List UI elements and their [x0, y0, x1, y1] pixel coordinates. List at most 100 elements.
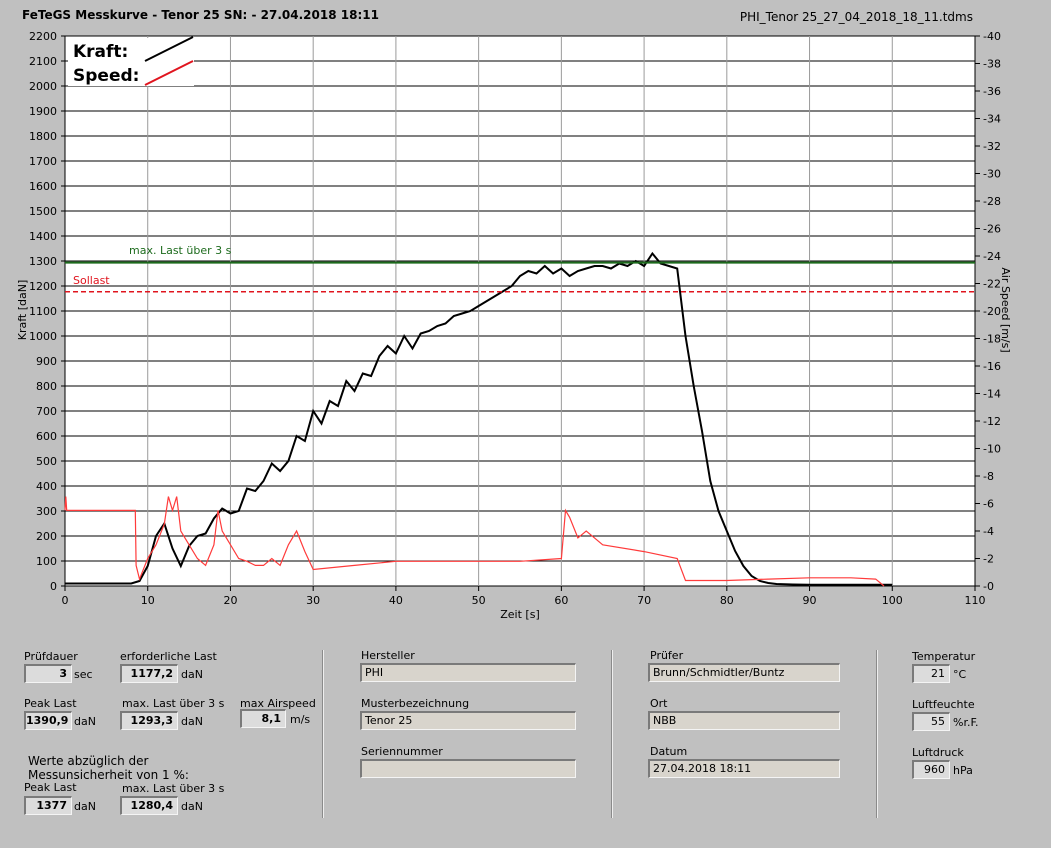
temperatur-label: Temperatur — [912, 650, 976, 663]
series-lines — [64, 251, 893, 587]
hersteller-field: PHI — [360, 663, 576, 682]
y2-tick-label: -16 — [983, 360, 1001, 373]
panel-divider-1 — [322, 650, 324, 818]
y-tick-label: 400 — [36, 480, 57, 493]
y-tick-label: 900 — [36, 355, 57, 368]
y-tick-label: 800 — [36, 380, 57, 393]
y2-tick-label: -36 — [983, 85, 1001, 98]
legend-speed-line — [144, 60, 194, 86]
force-speed-chart: 0100200300400500600700800900100011001200… — [16, 30, 1012, 621]
max-last-label: max. Last über 3 s — [129, 244, 232, 257]
max-airspeed-field: 8,1 — [240, 709, 286, 728]
peak-last-unit: daN — [74, 715, 96, 728]
y2-tick-label: -6 — [983, 498, 994, 511]
ort-field: NBB — [648, 711, 840, 730]
max-last-unit: daN — [181, 715, 203, 728]
y2-tick-label: -10 — [983, 443, 1001, 456]
y2-tick-label: -8 — [983, 470, 994, 483]
x-tick-label: 60 — [554, 594, 568, 607]
grid-lines — [65, 36, 975, 586]
y-tick-label: 0 — [50, 580, 57, 593]
y2-tick-label: -24 — [983, 250, 1001, 263]
y-tick-label: 1100 — [29, 305, 57, 318]
max-last-field: 1293,3 — [120, 711, 178, 730]
erforderliche-last-label: erforderliche Last — [120, 650, 217, 663]
ort-label: Ort — [650, 697, 668, 710]
y2-tick-label: -0 — [983, 580, 994, 593]
pruefdauer-unit: sec — [74, 668, 93, 681]
datum-field: 27.04.2018 18:11 — [648, 759, 840, 778]
series-speed-line — [64, 496, 885, 587]
luftdruck-field: 960 — [912, 760, 950, 779]
y-tick-label: 2100 — [29, 55, 57, 68]
y-tick-label: 1300 — [29, 255, 57, 268]
erforderliche-last-unit: daN — [181, 668, 203, 681]
x-tick-label: 20 — [223, 594, 237, 607]
erforderliche-last-field: 1177,2 — [120, 664, 178, 683]
peak-last-corr-label: Peak Last — [24, 781, 77, 794]
y-tick-label: 1900 — [29, 105, 57, 118]
x-tick-label: 0 — [62, 594, 69, 607]
y2-tick-label: -12 — [983, 415, 1001, 428]
legend-speed-label: Speed: — [73, 66, 139, 86]
max-airspeed-label: max Airspeed — [240, 697, 316, 710]
pruefer-label: Prüfer — [650, 649, 684, 662]
x-tick-label: 80 — [720, 594, 734, 607]
y2-tick-label: -18 — [983, 333, 1001, 346]
y2-tick-label: -32 — [983, 140, 1001, 153]
max-airspeed-unit: m/s — [290, 713, 311, 726]
sollast-label: Sollast — [73, 274, 110, 287]
max-last-label: max. Last über 3 s — [122, 697, 225, 710]
peak-last-field: 1390,9 — [24, 711, 72, 730]
y-tick-label: 1700 — [29, 155, 57, 168]
y2-tick-label: -38 — [983, 58, 1001, 71]
luftfeuchte-unit: %r.F. — [953, 716, 979, 729]
luftdruck-label: Luftdruck — [912, 746, 964, 759]
y2-tick-label: -28 — [983, 195, 1001, 208]
pruefdauer-label: Prüfdauer — [24, 650, 78, 663]
legend-kraft-line — [144, 36, 194, 62]
marker-lines — [65, 261, 975, 293]
legend-kraft-label: Kraft: — [73, 42, 128, 62]
y-tick-label: 700 — [36, 405, 57, 418]
musterbezeichnung-field: Tenor 25 — [360, 711, 576, 730]
y-tick-label: 500 — [36, 455, 57, 468]
pruefer-field: Brunn/Schmidtler/Buntz — [648, 663, 840, 682]
x-axis-label: Zeit [s] — [500, 608, 539, 621]
y-tick-label: 1600 — [29, 180, 57, 193]
peak-last-label: Peak Last — [24, 697, 77, 710]
y-tick-label: 1800 — [29, 130, 57, 143]
temperatur-field: 21 — [912, 664, 950, 683]
seriennummer-field — [360, 759, 576, 778]
y2-axis-ticks: -0 -2 -4 -6 -8 -10 -12 -14 -16 -18 -20 -22 -24 -26 -28… — [975, 30, 1001, 593]
y-tick-label: 1000 — [29, 330, 57, 343]
x-tick-label: 50 — [472, 594, 486, 607]
pruefdauer-field: 3 — [24, 664, 72, 683]
y-tick-label: 1400 — [29, 230, 57, 243]
x-tick-label: 40 — [389, 594, 403, 607]
y-tick-label: 100 — [36, 555, 57, 568]
werte-note-line1: Werte abzüglich der — [28, 754, 149, 768]
panel-divider-2 — [611, 650, 613, 818]
luftfeuchte-label: Luftfeuchte — [912, 698, 975, 711]
x-tick-label: 70 — [637, 594, 651, 607]
luftfeuchte-field: 55 — [912, 712, 950, 731]
panel-divider-3 — [876, 650, 878, 818]
series-kraft-line — [65, 251, 893, 586]
y-tick-label: 1200 — [29, 280, 57, 293]
temperatur-unit: °C — [953, 668, 967, 681]
y2-tick-label: -26 — [983, 223, 1001, 236]
y-tick-label: 2200 — [29, 30, 57, 43]
musterbezeichnung-label: Musterbezeichnung — [361, 697, 470, 710]
y-tick-label: 300 — [36, 505, 57, 518]
luftdruck-unit: hPa — [953, 764, 973, 777]
y2-tick-label: -14 — [983, 388, 1001, 401]
y-tick-label: 600 — [36, 430, 57, 443]
x-axis-ticks: 0 10 20 30 40 50 60 70 80 90 100 110 — [62, 586, 986, 607]
x-tick-label: 10 — [141, 594, 155, 607]
max-last-corr-field: 1280,4 — [120, 796, 178, 815]
y2-tick-label: -30 — [983, 168, 1001, 181]
x-tick-label: 30 — [306, 594, 320, 607]
y2-tick-label: -2 — [983, 553, 994, 566]
datum-label: Datum — [650, 745, 688, 758]
